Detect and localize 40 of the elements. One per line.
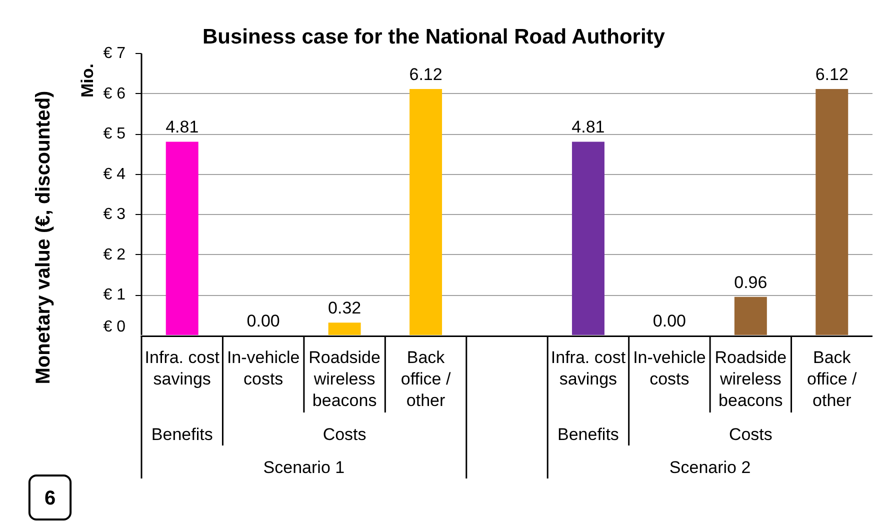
x-tick-label: Back office / other	[400, 348, 451, 410]
bar	[166, 142, 198, 335]
data-label: 6.12	[815, 64, 848, 84]
bar	[572, 142, 604, 335]
data-label: 4.81	[166, 118, 199, 137]
bar	[328, 322, 361, 335]
y-tick-label: € 3	[103, 206, 126, 224]
bar	[734, 296, 767, 335]
y-tick-label: € 5	[103, 126, 126, 143]
data-label: 0.32	[328, 298, 362, 318]
bar	[410, 88, 442, 335]
x-tick-label: In-vehicle costs	[633, 348, 706, 388]
text: Mio.	[78, 63, 97, 98]
data-label: 0.96	[734, 272, 768, 292]
data-label: 0.00	[652, 312, 686, 330]
y-tick-label: € 7	[103, 45, 126, 62]
x-tick-label: In-vehicle costs	[226, 348, 300, 388]
text: 6	[44, 488, 56, 510]
y-tick-label: € 6	[103, 85, 126, 102]
data-label: 4.81	[572, 118, 605, 137]
data-label: 0.00	[246, 312, 280, 330]
text: Scenario 2	[669, 458, 751, 477]
x-tick-label: Roadside wireless beacons	[714, 348, 787, 410]
x-tick-label: Roadside wireless beacons	[308, 348, 380, 410]
y-tick-label: € 0	[103, 318, 126, 336]
y-tick-label: € 2	[103, 246, 126, 264]
text: Costs	[322, 425, 366, 444]
y-tick-label: € 4	[103, 166, 126, 183]
data-label: 6.12	[409, 64, 442, 84]
x-tick-label: Infra. cost savings	[550, 348, 626, 388]
y-axis-title: Monetary value (€, discounted)	[32, 90, 54, 384]
x-tick-label: Infra. cost savings	[144, 348, 220, 388]
text: Benefits	[151, 425, 213, 444]
x-tick-label: Back office / other	[807, 348, 858, 410]
y-tick-label: € 1	[103, 286, 126, 304]
text: Benefits	[558, 425, 619, 444]
text: Costs	[728, 425, 772, 444]
bar	[816, 88, 848, 335]
text: Scenario 1	[263, 458, 345, 477]
chart-title: Business case for the National Road Authority	[202, 26, 666, 48]
